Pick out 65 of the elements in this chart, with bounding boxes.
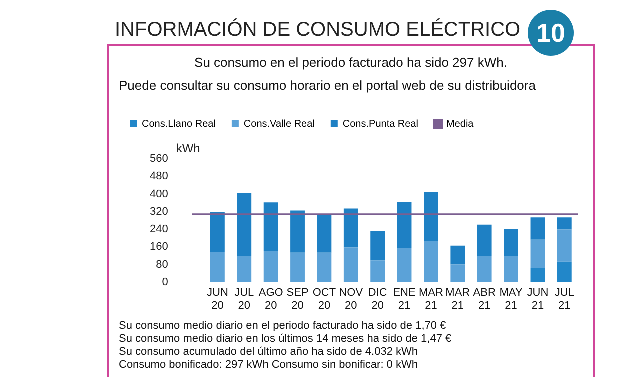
bar: [557, 262, 572, 282]
y-tick-label: 240: [150, 224, 168, 236]
bar: [450, 246, 466, 265]
y-tick-label: 0: [162, 276, 168, 288]
bar: [557, 218, 572, 230]
chart-subtitle: Su consumo en el periodo facturado ha sido 297 kWh.: [194, 55, 508, 70]
x-tick-label: DIC 20: [368, 287, 388, 312]
bar: [290, 252, 305, 282]
bar: [530, 268, 546, 282]
bar: [210, 252, 225, 282]
x-tick-label: AGO 20: [258, 287, 284, 312]
bar: [210, 212, 225, 252]
bar: [477, 224, 492, 256]
x-tick-label: OCT 20: [312, 287, 336, 312]
bar: [477, 256, 492, 282]
legend-label: Cons.Valle Real: [244, 118, 315, 130]
y-tick-label: 80: [156, 258, 168, 271]
x-tick-label: JUN 20: [207, 287, 228, 312]
x-tick-label: JUN 21: [527, 287, 549, 312]
bar: [504, 256, 518, 282]
text: Puede consultar su consumo horario en el portal web de su distribuidora: [119, 78, 536, 93]
bar: [557, 230, 572, 262]
y-tick-label: 320: [150, 206, 168, 218]
bar: [264, 202, 278, 252]
bar: [504, 229, 518, 256]
bar: [264, 251, 278, 282]
bar: [397, 248, 412, 282]
y-axis-title: kWh: [176, 141, 200, 156]
x-tick-label: SEP 20: [286, 287, 309, 312]
bar: [424, 241, 438, 282]
y-tick-label: 160: [150, 241, 168, 254]
bar: [424, 192, 438, 242]
x-tick-label: ENE 21: [393, 287, 416, 312]
bar: [397, 202, 412, 248]
bar: [237, 193, 252, 256]
text: Su consumo medio diario en los últimos 14 meses ha sido de 1,47 €: [119, 333, 452, 346]
legend-label: Cons.Llano Real: [142, 118, 216, 130]
bar: [450, 264, 466, 282]
y-tick-label: 560: [150, 153, 168, 166]
bar: [290, 210, 305, 253]
x-tick-label: ABR 21: [473, 287, 496, 312]
x-tick-label: JUL 20: [234, 287, 254, 312]
chart-title: INFORMACIÓN DE CONSUMO ELÉCTRICO: [115, 19, 521, 42]
text: Su consumo acumulado del último año ha sido de 4.032 kWh: [119, 346, 420, 359]
x-tick-label: MAR 21: [446, 287, 470, 312]
bar: [237, 256, 252, 282]
bar: [370, 231, 386, 261]
y-tick-label: 480: [150, 170, 168, 183]
y-tick-label: 400: [150, 188, 168, 200]
legend-label: Cons.Punta Real: [342, 118, 419, 130]
text: Su consumo medio diario en el periodo facturado ha sido de 1,70 €: [119, 320, 448, 333]
bar: [530, 240, 546, 268]
text: Consumo bonificado: 297 kWh Consumo sin bonificar: 0 kWh: [119, 359, 419, 372]
bar: [530, 218, 546, 240]
x-tick-label: NOV 20: [339, 287, 364, 312]
bar: [370, 260, 386, 282]
x-tick-label: JUL 21: [554, 287, 574, 312]
bar: [344, 208, 358, 248]
legend-label: Media: [446, 118, 474, 130]
x-tick-label: MAR 21: [418, 287, 444, 312]
bar: [317, 214, 332, 253]
x-tick-label: MAY 21: [500, 287, 524, 312]
bar: [344, 248, 358, 282]
bar: [317, 252, 332, 282]
text: 10: [528, 10, 574, 56]
